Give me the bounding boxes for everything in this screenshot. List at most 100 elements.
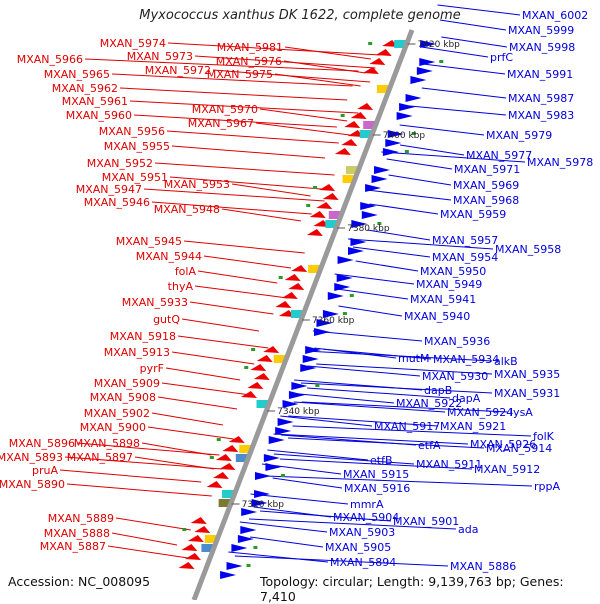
reverse-gene-arrow bbox=[385, 139, 402, 147]
leader-line bbox=[336, 288, 409, 300]
right-gene-label: dapB bbox=[424, 384, 452, 397]
left-gene-label: MXAN_5909 bbox=[94, 377, 160, 390]
leader-line bbox=[171, 145, 326, 159]
right-gene-label: lysA bbox=[510, 406, 533, 419]
right-gene-label: MXAN_5991 bbox=[507, 68, 573, 81]
left-gene-label: MXAN_5970 bbox=[192, 103, 258, 116]
right-gene-label: MXAN_5903 bbox=[329, 526, 395, 539]
marker-dot bbox=[377, 222, 382, 225]
reverse-gene-arrow bbox=[302, 355, 319, 363]
forward-gene-arrow bbox=[228, 436, 245, 443]
leader-line bbox=[107, 545, 189, 559]
right-gene-label: MXAN_5926 bbox=[470, 438, 536, 451]
left-gene-label: MXAN_5972 bbox=[145, 64, 211, 77]
right-gene-label: MXAN_5957 bbox=[432, 234, 498, 247]
gene-feature-box bbox=[308, 265, 321, 273]
kbp-tick-label: 7360 kbp bbox=[312, 316, 355, 326]
reverse-gene-arrow bbox=[365, 184, 382, 192]
leader-line bbox=[421, 87, 507, 99]
backbone-line bbox=[191, 29, 415, 601]
marker-dot bbox=[216, 438, 221, 441]
left-gene-label: MXAN_5973 bbox=[127, 50, 193, 63]
right-gene-label: MXAN_5987 bbox=[508, 92, 574, 105]
leader-line bbox=[166, 130, 339, 144]
gene-feature-box bbox=[239, 445, 252, 453]
leader-line bbox=[272, 477, 343, 489]
leader-line bbox=[287, 437, 485, 449]
marker-dot bbox=[278, 276, 283, 279]
forward-gene-arrow bbox=[316, 202, 333, 209]
leader-line bbox=[273, 453, 415, 465]
reverse-gene-arrow bbox=[240, 526, 257, 534]
leader-line bbox=[76, 442, 220, 456]
forward-gene-arrow bbox=[319, 184, 336, 191]
left-gene-label: MXAN_5945 bbox=[116, 235, 182, 248]
right-gene-label: MXAN_5969 bbox=[453, 179, 519, 192]
leader-line bbox=[422, 63, 506, 75]
forward-gene-arrow bbox=[253, 373, 270, 380]
right-gene-label: MXAN_5935 bbox=[494, 368, 560, 381]
gene-features bbox=[178, 40, 444, 579]
left-gene-label: MXAN_5918 bbox=[110, 330, 176, 343]
left-gene-label: MXAN_5961 bbox=[62, 95, 128, 108]
marker-dot bbox=[313, 186, 318, 189]
marker-dot bbox=[368, 42, 373, 45]
left-gene-label: pruA bbox=[32, 464, 58, 477]
right-gene-label: MXAN_5936 bbox=[424, 335, 490, 348]
reverse-gene-arrow bbox=[263, 454, 280, 462]
leader-line bbox=[134, 456, 215, 470]
marker-dot bbox=[349, 294, 354, 297]
map-title: Myxococcus xanthus DK 1622, complete gen… bbox=[139, 8, 461, 23]
leader-line bbox=[439, 19, 507, 31]
reverse-gene-arrow bbox=[282, 400, 299, 408]
genome-backbone bbox=[191, 29, 415, 601]
leader-line bbox=[161, 382, 251, 396]
reverse-gene-arrow bbox=[226, 562, 243, 570]
leader-line bbox=[283, 60, 366, 74]
right-gene-label: etfA bbox=[418, 439, 441, 452]
left-gene-label: MXAN_5962 bbox=[52, 82, 118, 95]
right-gene-label: MXAN_5924 bbox=[447, 406, 513, 419]
forward-gene-arrow bbox=[263, 346, 280, 353]
leader-line bbox=[348, 238, 494, 250]
leader-line bbox=[367, 229, 431, 241]
right-gene-label: MXAN_5912 bbox=[474, 463, 540, 476]
forward-gene-arrow bbox=[357, 103, 374, 110]
leader-line bbox=[234, 555, 449, 567]
left-gene-label: MXAN_5967 bbox=[188, 117, 254, 130]
kbp-tick-label: 7420 kbp bbox=[417, 40, 460, 50]
leader-line bbox=[183, 240, 305, 254]
gene-feature-box bbox=[325, 220, 338, 228]
left-gene-label: thyA bbox=[168, 280, 194, 293]
leader-line bbox=[280, 415, 373, 427]
leader-line bbox=[260, 510, 392, 522]
reverse-gene-arrow bbox=[265, 463, 282, 471]
leader-line bbox=[293, 401, 446, 413]
right-gene-label: MXAN_5894 bbox=[330, 556, 396, 569]
leader-line bbox=[301, 401, 509, 413]
reverse-gene-arrow bbox=[350, 238, 367, 246]
forward-gene-arrow bbox=[275, 301, 292, 308]
leader-line bbox=[151, 201, 312, 215]
reverse-gene-arrow bbox=[277, 418, 294, 426]
leader-line bbox=[288, 415, 439, 427]
right-gene-label: MXAN_5886 bbox=[450, 560, 516, 573]
forward-gene-arrow bbox=[178, 562, 195, 569]
forward-gene-arrow bbox=[206, 481, 223, 488]
forward-gene-arrow bbox=[375, 49, 392, 56]
gene-feature-box bbox=[342, 175, 355, 183]
left-gene-label: MXAN_5965 bbox=[44, 68, 110, 81]
left-gene-label: pyrF bbox=[140, 362, 164, 375]
leader-line bbox=[255, 122, 350, 136]
kbp-tick-label: 7340 kbp bbox=[277, 407, 320, 417]
leader-line bbox=[154, 162, 335, 176]
forward-gene-arrow bbox=[219, 463, 236, 470]
left-gene-label: MXAN_5913 bbox=[104, 346, 170, 359]
gene-feature-box bbox=[328, 211, 341, 219]
leader-line bbox=[334, 273, 415, 285]
reverse-gene-arrow bbox=[316, 319, 333, 327]
forward-gene-arrow bbox=[309, 211, 326, 218]
leader-line bbox=[64, 456, 223, 470]
forward-gene-arrow bbox=[190, 517, 207, 524]
